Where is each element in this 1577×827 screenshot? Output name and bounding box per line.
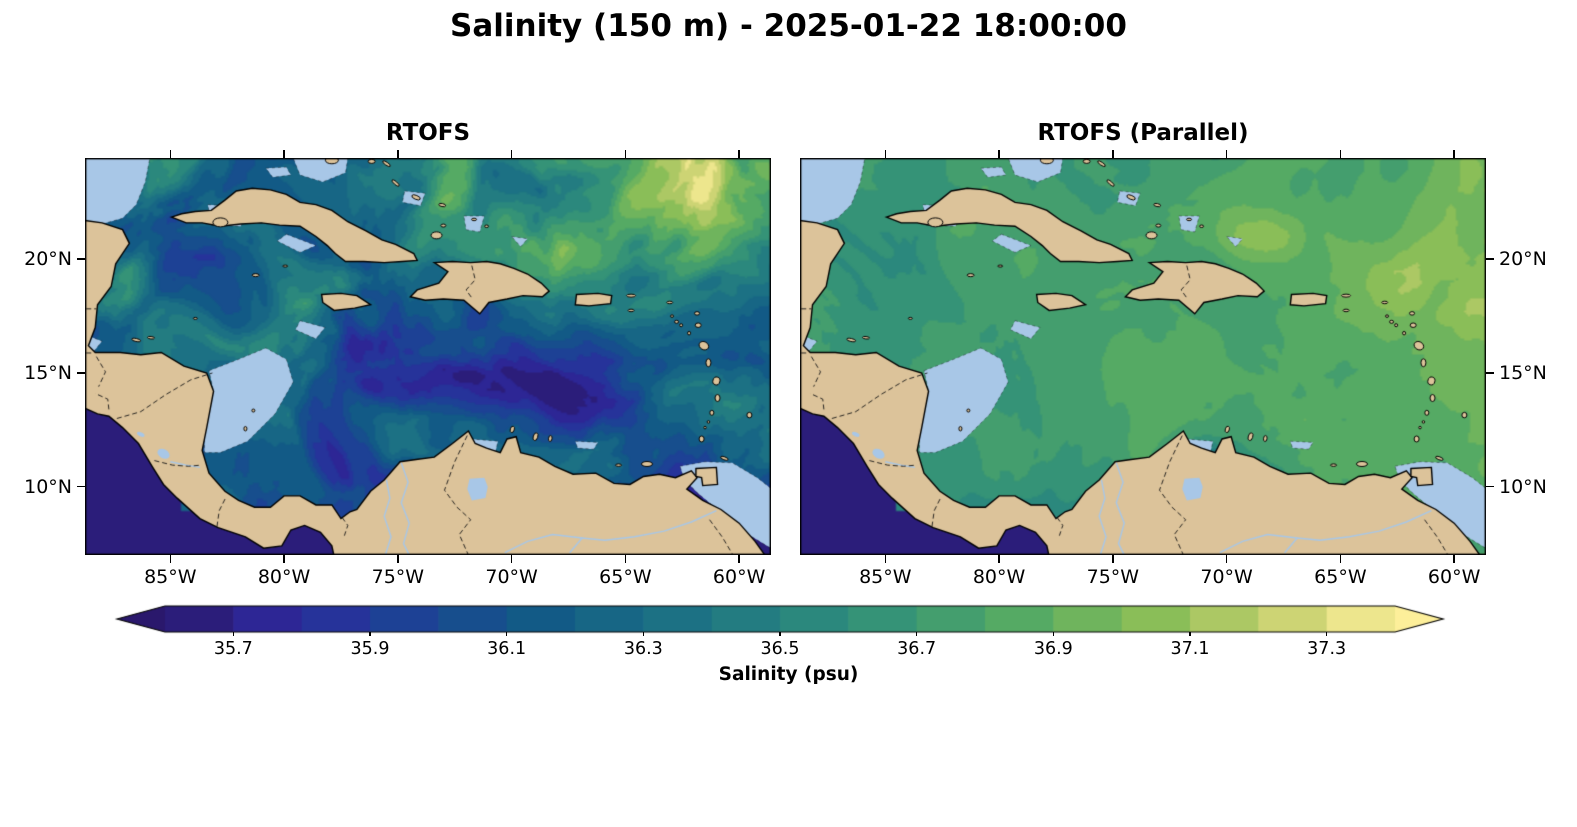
y-tick-mark xyxy=(1486,372,1494,374)
colorbar-tick-label: 36.7 xyxy=(897,639,937,659)
x-tick-mark xyxy=(998,150,1000,158)
x-tick-mark xyxy=(397,555,399,563)
x-tick-mark xyxy=(1112,555,1114,563)
x-tick-label: 65°W xyxy=(599,566,652,588)
colorbar-gradient xyxy=(0,602,1577,648)
panel-title-rtofs-parallel: RTOFS (Parallel) xyxy=(1037,120,1249,146)
x-tick-label: 85°W xyxy=(144,566,197,588)
x-tick-label: 65°W xyxy=(1314,566,1367,588)
colorbar-tick-mark xyxy=(642,632,644,636)
x-tick-mark xyxy=(169,150,172,158)
colorbar-tick-label: 37.1 xyxy=(1170,639,1210,659)
colorbar-tick-mark xyxy=(1052,632,1054,636)
colorbar-tick-label: 36.3 xyxy=(623,639,663,659)
y-tick-label: 15°N xyxy=(24,361,72,384)
colorbar-tick-mark xyxy=(1326,632,1328,636)
colorbar-tick-mark xyxy=(506,632,508,636)
figure-title: Salinity (150 m) - 2025-01-22 18:00:00 xyxy=(450,8,1127,44)
colorbar-tick-label: 36.5 xyxy=(760,639,800,659)
x-tick-mark xyxy=(884,150,887,158)
x-tick-label: 85°W xyxy=(859,566,912,588)
x-tick-mark xyxy=(1339,150,1342,158)
x-tick-label: 80°W xyxy=(257,566,311,588)
x-tick-mark xyxy=(283,150,285,158)
map-rtofs xyxy=(85,158,771,555)
x-tick-label: 70°W xyxy=(1200,566,1253,588)
x-tick-mark xyxy=(624,150,627,158)
x-tick-mark xyxy=(283,555,285,563)
colorbar-tick-label: 35.9 xyxy=(350,639,390,659)
x-tick-mark xyxy=(510,555,513,563)
y-tick-mark xyxy=(1486,485,1494,488)
y-tick-mark xyxy=(77,485,85,488)
x-tick-mark xyxy=(1453,555,1455,563)
x-tick-mark xyxy=(397,150,399,158)
x-tick-mark xyxy=(1225,150,1228,158)
x-tick-mark xyxy=(738,555,740,563)
map-rtofs-parallel xyxy=(800,158,1486,555)
y-tick-mark xyxy=(1486,258,1494,260)
x-tick-mark xyxy=(1339,555,1342,563)
y-tick-label: 15°N xyxy=(1499,361,1547,384)
x-tick-mark xyxy=(624,555,627,563)
x-tick-mark xyxy=(738,150,740,158)
colorbar-tick-label: 36.9 xyxy=(1033,639,1073,659)
x-tick-label: 75°W xyxy=(1086,566,1140,588)
panel-title-rtofs: RTOFS xyxy=(385,120,471,146)
x-tick-label: 70°W xyxy=(485,566,538,588)
colorbar-tick-mark xyxy=(369,632,371,636)
colorbar-tick-label: 35.7 xyxy=(213,639,253,659)
y-tick-label: 10°N xyxy=(24,475,72,498)
x-tick-label: 60°W xyxy=(1427,566,1481,588)
y-tick-label: 20°N xyxy=(24,248,72,271)
x-tick-mark xyxy=(169,555,172,563)
y-tick-mark xyxy=(77,258,85,260)
x-tick-label: 80°W xyxy=(972,566,1026,588)
colorbar-tick-mark xyxy=(916,632,918,636)
y-tick-mark xyxy=(77,372,85,374)
x-tick-label: 75°W xyxy=(371,566,425,588)
x-tick-mark xyxy=(1225,555,1228,563)
x-tick-mark xyxy=(510,150,513,158)
y-tick-label: 20°N xyxy=(1499,248,1547,271)
colorbar-label: Salinity (psu) xyxy=(718,664,859,685)
x-tick-label: 60°W xyxy=(712,566,766,588)
colorbar-tick-label: 37.3 xyxy=(1307,639,1347,659)
x-tick-mark xyxy=(1112,150,1114,158)
x-tick-mark xyxy=(884,555,887,563)
x-tick-mark xyxy=(1453,150,1455,158)
colorbar-tick-mark xyxy=(779,632,781,636)
y-tick-label: 10°N xyxy=(1499,475,1547,498)
colorbar-tick-mark xyxy=(232,632,234,636)
colorbar-tick-mark xyxy=(1189,632,1191,636)
colorbar-tick-label: 36.1 xyxy=(487,639,527,659)
x-tick-mark xyxy=(998,555,1000,563)
